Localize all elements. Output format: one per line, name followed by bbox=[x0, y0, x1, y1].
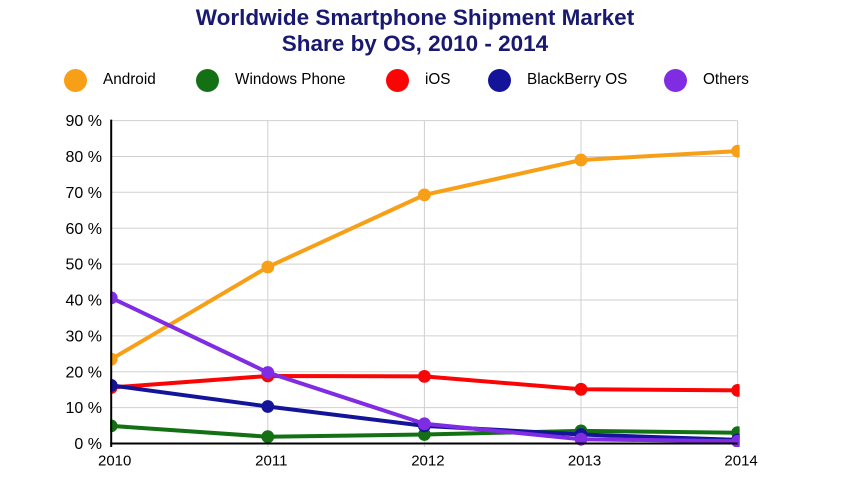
svg-text:30 %: 30 % bbox=[66, 329, 102, 346]
svg-text:2014: 2014 bbox=[724, 453, 757, 470]
svg-text:50 %: 50 % bbox=[66, 257, 102, 274]
svg-text:90 %: 90 % bbox=[66, 113, 102, 130]
svg-text:60 %: 60 % bbox=[66, 221, 102, 238]
svg-text:2013: 2013 bbox=[568, 453, 601, 470]
svg-text:20 %: 20 % bbox=[66, 364, 102, 381]
svg-text:70 %: 70 % bbox=[66, 185, 102, 202]
svg-text:0 %: 0 % bbox=[74, 436, 102, 453]
svg-text:2012: 2012 bbox=[411, 453, 444, 470]
svg-text:10 %: 10 % bbox=[66, 400, 102, 417]
svg-text:40 %: 40 % bbox=[66, 293, 102, 310]
svg-text:2011: 2011 bbox=[255, 453, 287, 470]
svg-text:80 %: 80 % bbox=[66, 149, 102, 166]
svg-text:2010: 2010 bbox=[98, 453, 131, 470]
